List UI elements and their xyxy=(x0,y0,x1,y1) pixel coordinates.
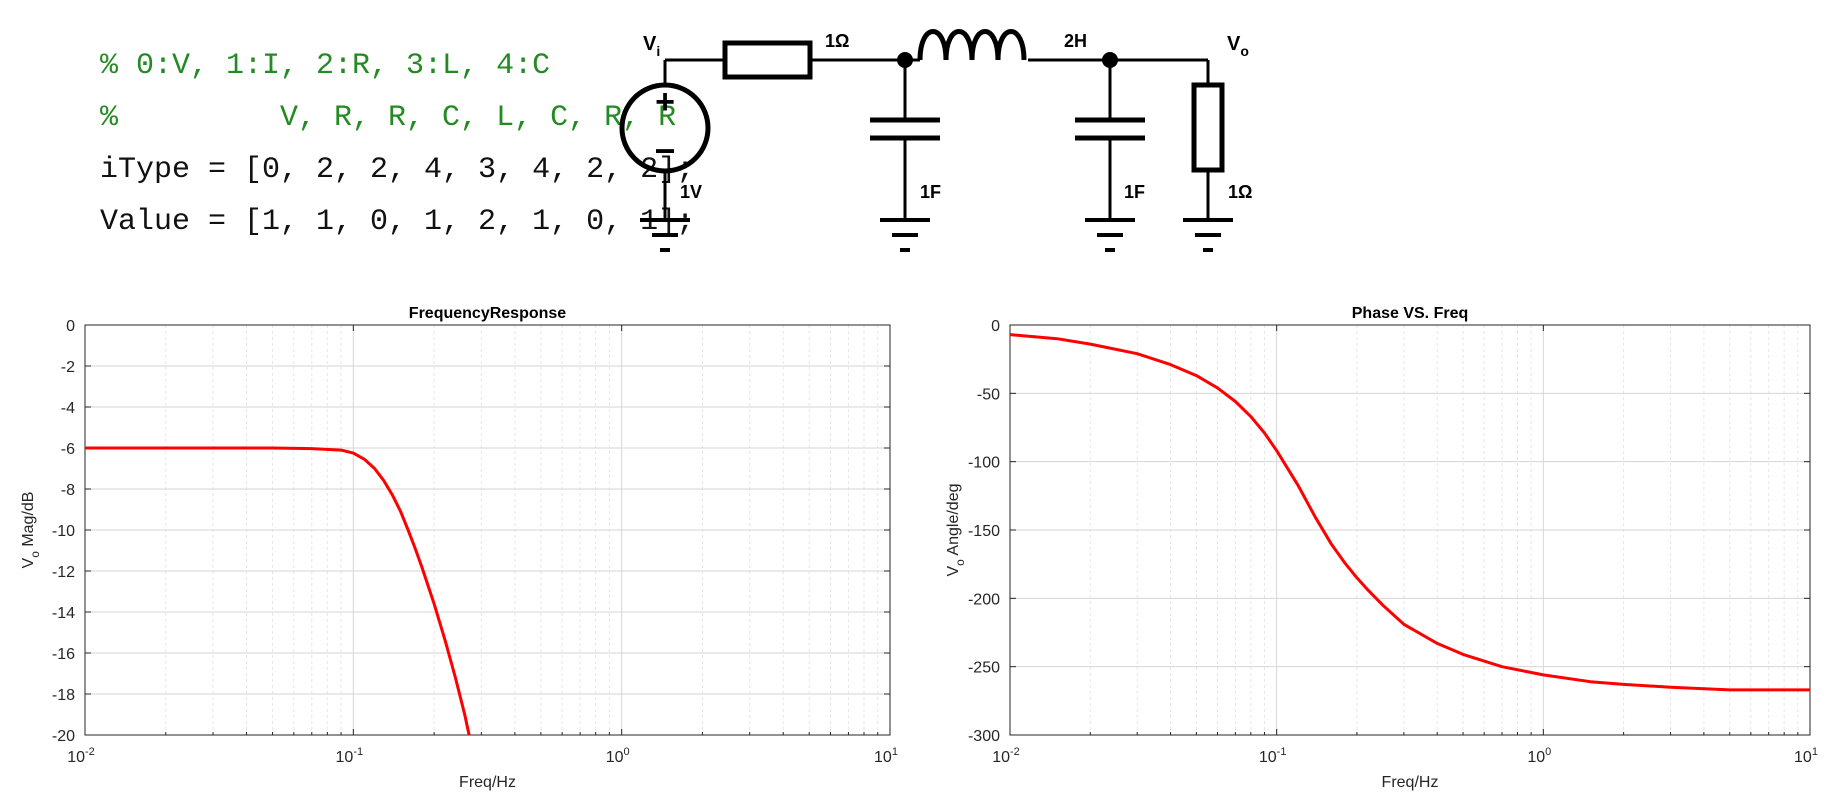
vo-label: Vo xyxy=(1227,33,1249,59)
y-axis-label: Vo Mag/dB xyxy=(20,492,42,569)
y-tick-label: -4 xyxy=(61,400,75,417)
y-tick-label: -6 xyxy=(61,441,75,458)
y-tick-label: -16 xyxy=(52,646,75,663)
x-tick-label: 100 xyxy=(606,746,630,766)
y-tick-label: 0 xyxy=(991,318,1000,335)
y-tick-label: -250 xyxy=(968,660,1000,677)
junction-dot xyxy=(1102,52,1118,68)
source-value: 1V xyxy=(680,182,702,202)
junction-dot xyxy=(897,52,913,68)
y-tick-label: -20 xyxy=(52,728,75,745)
chart-title: Phase VS. Freq xyxy=(1352,305,1469,322)
ground-icon xyxy=(880,218,930,252)
inductor-icon xyxy=(917,29,1027,61)
y-tick-label: -14 xyxy=(52,605,75,622)
x-tick-label: 101 xyxy=(874,746,898,766)
ground-icon xyxy=(1085,218,1135,252)
y-tick-label: -300 xyxy=(968,728,1000,745)
ground-icon xyxy=(640,218,690,252)
inductor-value: 2H xyxy=(1064,31,1087,51)
y-tick-label: -18 xyxy=(52,687,75,704)
y-tick-label: -150 xyxy=(968,523,1000,540)
code-block: % 0:V, 1:I, 2:R, 3:L, 4:C % V, R, R, C, … xyxy=(100,40,694,248)
resistor-icon xyxy=(722,40,813,80)
x-axis-label: Freq/Hz xyxy=(1382,774,1439,791)
x-tick-label: 10-1 xyxy=(336,746,364,766)
y-tick-label: -8 xyxy=(61,482,75,499)
vi-label-main: V xyxy=(643,33,657,55)
circuit-diagram: + − Vi 1Ω 2H Vo 1V 1F 1F 1Ω xyxy=(619,29,1252,252)
y-tick-label: -12 xyxy=(52,564,75,581)
chart-title: FrequencyResponse xyxy=(409,305,566,322)
y-tick-label: -2 xyxy=(61,359,75,376)
code-statement-line: Value = [1, 1, 0, 1, 2, 1, 0, 1]; xyxy=(100,205,695,239)
rload-value: 1Ω xyxy=(1228,182,1252,202)
vo-label-sub: o xyxy=(1240,43,1249,59)
x-tick-label: 101 xyxy=(1794,746,1818,766)
series-line xyxy=(85,446,471,735)
code-comment-line: % 0:V, 1:I, 2:R, 3:L, 4:C xyxy=(100,49,551,83)
x-tick-label: 10-2 xyxy=(67,746,95,766)
resistor-icon xyxy=(1191,82,1225,173)
x-tick-label: 100 xyxy=(1527,746,1551,766)
x-tick-label: 10-2 xyxy=(992,746,1020,766)
x-axis-label: Freq/Hz xyxy=(459,774,516,791)
y-tick-label: 0 xyxy=(66,318,75,335)
plus-sign: + xyxy=(655,83,675,121)
y-tick-label: -100 xyxy=(968,455,1000,472)
ground-icon xyxy=(1183,218,1233,252)
c2-value: 1F xyxy=(1124,182,1145,202)
y-tick-label: -10 xyxy=(52,523,75,540)
y-axis-label: Vo Angle/deg xyxy=(945,484,967,577)
series-line xyxy=(1010,333,1810,692)
x-tick-label: 10-1 xyxy=(1259,746,1287,766)
vi-label: Vi xyxy=(643,33,660,59)
y-tick-label: -200 xyxy=(968,591,1000,608)
minus-sign: − xyxy=(654,130,675,171)
vo-label-main: V xyxy=(1227,33,1241,55)
y-tick-label: -50 xyxy=(977,386,1000,403)
r1-value: 1Ω xyxy=(825,31,849,51)
vi-label-sub: i xyxy=(656,43,660,59)
c1-value: 1F xyxy=(920,182,941,202)
